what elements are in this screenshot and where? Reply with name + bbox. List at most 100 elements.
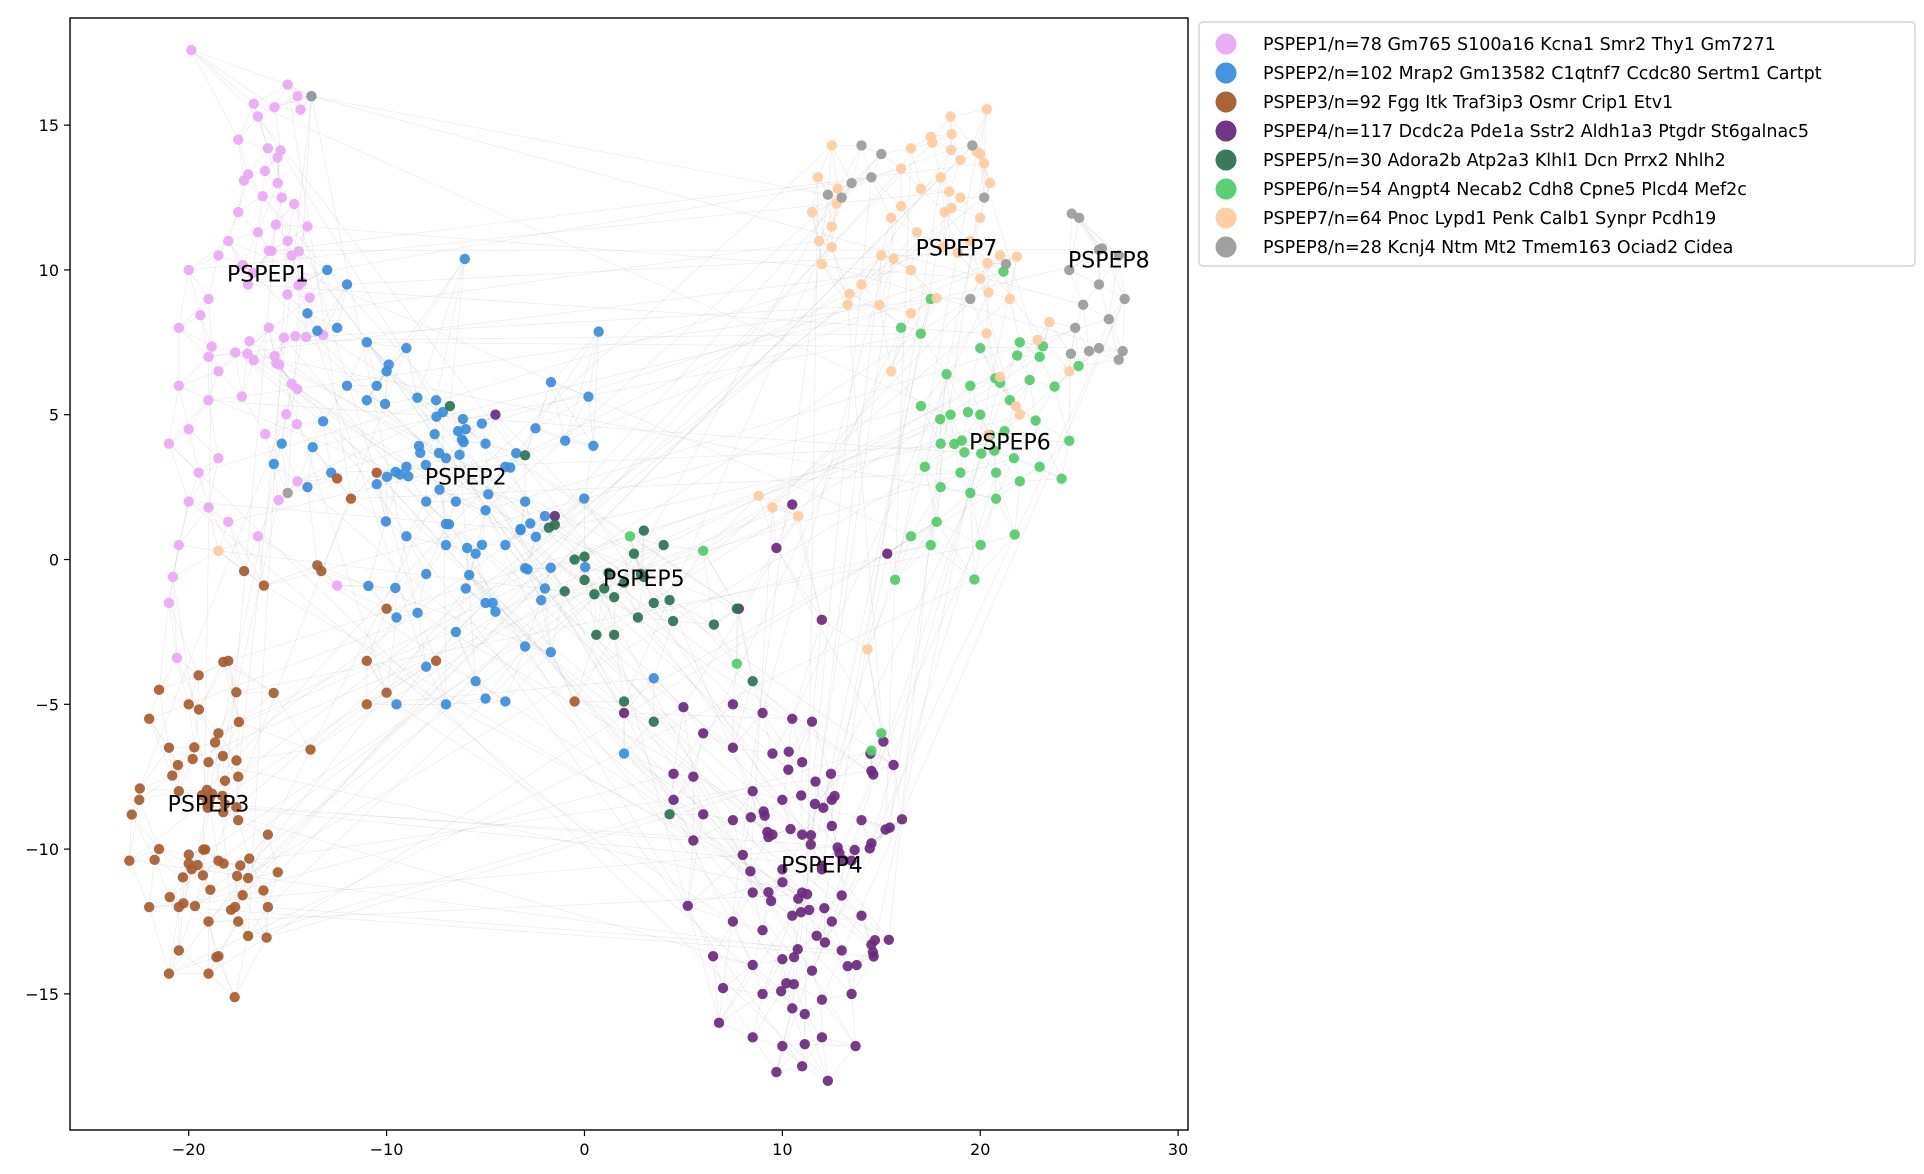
- graph-edge: [425, 434, 435, 466]
- graph-edge: [188, 704, 195, 748]
- data-point: [856, 910, 867, 921]
- graph-edge: [732, 747, 773, 754]
- data-point: [197, 870, 209, 881]
- data-point: [731, 658, 743, 669]
- graph-edge: [776, 1008, 793, 1073]
- data-point: [281, 409, 292, 420]
- data-point: [664, 594, 675, 606]
- data-point: [305, 744, 316, 755]
- graph-edge: [281, 443, 288, 493]
- graph-edge: [550, 381, 589, 397]
- data-point: [763, 887, 774, 898]
- graph-edge: [481, 510, 486, 545]
- graph-edge: [851, 956, 874, 995]
- graph-edge: [960, 440, 963, 473]
- graph-edge: [194, 414, 1020, 907]
- data-point: [322, 264, 333, 276]
- graph-edge: [386, 666, 427, 693]
- graph-edge: [669, 814, 694, 841]
- data-point: [244, 853, 255, 864]
- data-point: [173, 322, 185, 334]
- legend-label: PSPEP4/n=117 Dcdc2a Pde1a Sstr2 Aldh1a3 …: [1263, 122, 1809, 142]
- graph-edge: [814, 773, 832, 805]
- data-point: [747, 959, 758, 971]
- graph-edge: [823, 466, 926, 808]
- data-point: [433, 447, 445, 459]
- graph-edge: [1035, 420, 1062, 479]
- data-point: [456, 434, 468, 445]
- graph-edge: [976, 109, 988, 152]
- data-point: [813, 235, 825, 247]
- data-point: [149, 854, 160, 866]
- graph-edge: [637, 576, 645, 618]
- graph-edge: [322, 385, 348, 422]
- graph-edge: [149, 843, 872, 908]
- graph-edge: [613, 596, 639, 618]
- graph-edge: [801, 803, 816, 835]
- data-point: [134, 783, 146, 794]
- data-point: [862, 644, 873, 655]
- graph-edge: [298, 251, 328, 271]
- data-point: [838, 855, 849, 866]
- graph-edge: [669, 776, 694, 815]
- graph-edge: [322, 284, 348, 336]
- data-point: [231, 802, 242, 813]
- graph-edge: [395, 587, 418, 614]
- graph-edge: [148, 718, 179, 766]
- graph-edge: [669, 599, 715, 625]
- data-point: [341, 279, 353, 290]
- graph-edge: [417, 258, 466, 398]
- graph-edge: [247, 250, 270, 285]
- graph-edge: [417, 612, 437, 661]
- graph-edge: [406, 145, 833, 537]
- graph-edge: [894, 521, 937, 580]
- graph-edge: [148, 859, 155, 908]
- data-point: [490, 606, 501, 617]
- data-point: [994, 371, 1006, 383]
- graph-edge: [138, 799, 160, 850]
- graph-edge: [228, 240, 253, 274]
- graph-edge: [287, 84, 352, 499]
- graph-edge: [867, 649, 882, 734]
- data-point: [884, 822, 895, 833]
- graph-edge: [801, 1037, 823, 1067]
- data-point: [193, 670, 204, 681]
- graph-edge: [827, 145, 833, 195]
- graph-edge: [669, 550, 704, 601]
- graph-edge: [1039, 440, 1070, 468]
- graph-edge: [366, 342, 407, 349]
- graph-edge: [265, 423, 297, 435]
- data-point: [579, 551, 590, 562]
- graph-edge: [613, 634, 625, 702]
- graph-edge: [172, 501, 190, 577]
- data-point: [905, 531, 917, 542]
- graph-edge: [236, 255, 882, 808]
- graph-edge: [722, 987, 753, 1038]
- data-point: [984, 177, 996, 189]
- data-point: [153, 843, 165, 855]
- data-point: [163, 597, 175, 609]
- graph-edge: [247, 327, 270, 354]
- data-point: [883, 934, 895, 946]
- data-point: [454, 449, 465, 461]
- data-point: [975, 539, 986, 551]
- data-point: [403, 471, 414, 482]
- data-point: [1044, 316, 1055, 328]
- data-point: [941, 368, 952, 380]
- graph-edge: [191, 49, 275, 108]
- graph-edge: [297, 447, 313, 482]
- data-point: [799, 1008, 810, 1020]
- graph-edge: [924, 443, 955, 468]
- legend-marker: [1215, 120, 1237, 142]
- data-point: [819, 937, 831, 948]
- data-point: [295, 104, 306, 115]
- graph-edge: [613, 634, 720, 1023]
- data-point: [238, 565, 250, 577]
- data-point: [272, 177, 283, 189]
- graph-edge: [435, 258, 466, 401]
- data-point: [955, 467, 966, 478]
- graph-edge: [257, 536, 872, 945]
- data-point: [885, 366, 897, 377]
- graph-edge: [172, 544, 180, 577]
- legend-label: PSPEP3/n=92 Fgg Itk Traf3ip3 Osmr Crip1 …: [1263, 93, 1673, 113]
